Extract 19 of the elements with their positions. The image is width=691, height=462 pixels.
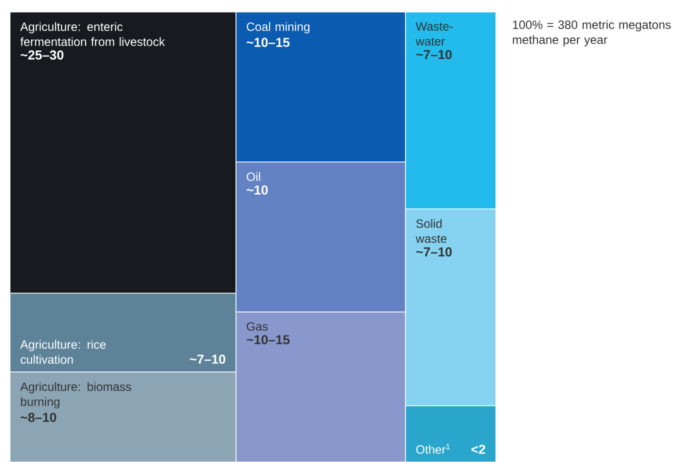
data-label: ~7–10 xyxy=(190,354,226,364)
data-label: ~8–10 xyxy=(20,412,56,422)
category-label: Coal mining xyxy=(246,22,310,34)
text: 100% = 380 metric megatons methane per year xyxy=(512,20,671,46)
data-label: ~7–10 xyxy=(416,247,452,256)
category-label: Other$^{1}$ xyxy=(416,444,450,454)
category-label: Waste-water xyxy=(416,22,453,46)
data-label: ~25–30 xyxy=(20,50,64,60)
category-label: Solid waste xyxy=(416,218,447,243)
data-label: ~10–15 xyxy=(246,334,290,344)
category-label: Gas xyxy=(246,322,268,330)
category-label: Agriculture: enteric fermentation from livestock xyxy=(20,22,165,46)
data-label: ~10 xyxy=(246,185,268,194)
data-label: ~7–10 xyxy=(416,50,452,59)
data-label: <2 xyxy=(471,444,486,454)
category-label: Agriculture: rice cultivation xyxy=(20,340,106,364)
category-label: Oil xyxy=(246,172,260,181)
category-label: Agriculture: biomass burning xyxy=(20,382,132,408)
data-label: ~10–15 xyxy=(246,38,290,47)
